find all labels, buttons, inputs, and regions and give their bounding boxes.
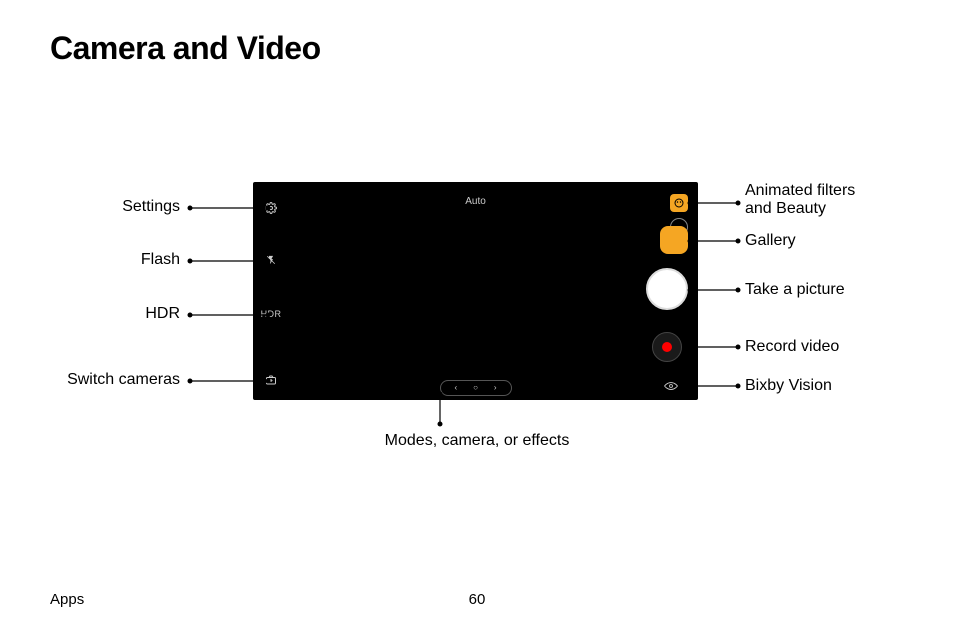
settings-icon[interactable] [263, 200, 279, 216]
right-icon-column [638, 182, 688, 400]
callout-bixby-vision: Bixby Vision [745, 377, 832, 395]
callout-settings: Settings [58, 198, 180, 216]
bixby-vision-icon[interactable] [664, 378, 678, 388]
record-dot-icon [662, 342, 672, 352]
callout-take-picture: Take a picture [745, 281, 845, 299]
pill-center-icon: ○ [473, 384, 478, 392]
left-icon-column: HDR [263, 182, 283, 400]
pill-right-icon: › [494, 384, 497, 392]
camera-screenshot: Auto HDR [253, 182, 698, 400]
page-title: Camera and Video [50, 30, 321, 67]
gallery-thumbnail[interactable] [660, 226, 688, 254]
callout-record-video: Record video [745, 338, 839, 356]
callout-gallery: Gallery [745, 232, 796, 250]
switch-camera-icon[interactable] [263, 372, 279, 388]
hdr-icon[interactable]: HDR [263, 306, 279, 322]
flash-icon[interactable] [263, 252, 279, 268]
mode-label: Auto [465, 196, 486, 207]
callout-modes: Modes, camera, or effects [385, 432, 570, 450]
record-button[interactable] [652, 332, 682, 362]
shutter-button[interactable] [646, 268, 688, 310]
callout-flash: Flash [58, 251, 180, 269]
footer-section: Apps [50, 591, 84, 608]
pill-left-icon: ‹ [454, 384, 457, 392]
callout-animated-filters-label: Animated filters and Beauty [745, 182, 855, 217]
callout-animated-filters: Animated filters and Beauty [745, 182, 855, 218]
callout-switch-cameras: Switch cameras [58, 371, 180, 389]
modes-pill[interactable]: ‹ ○ › [440, 380, 512, 396]
callout-hdr: HDR [58, 305, 180, 323]
animated-filters-icon[interactable] [670, 194, 688, 212]
footer-page-number: 60 [469, 591, 486, 608]
